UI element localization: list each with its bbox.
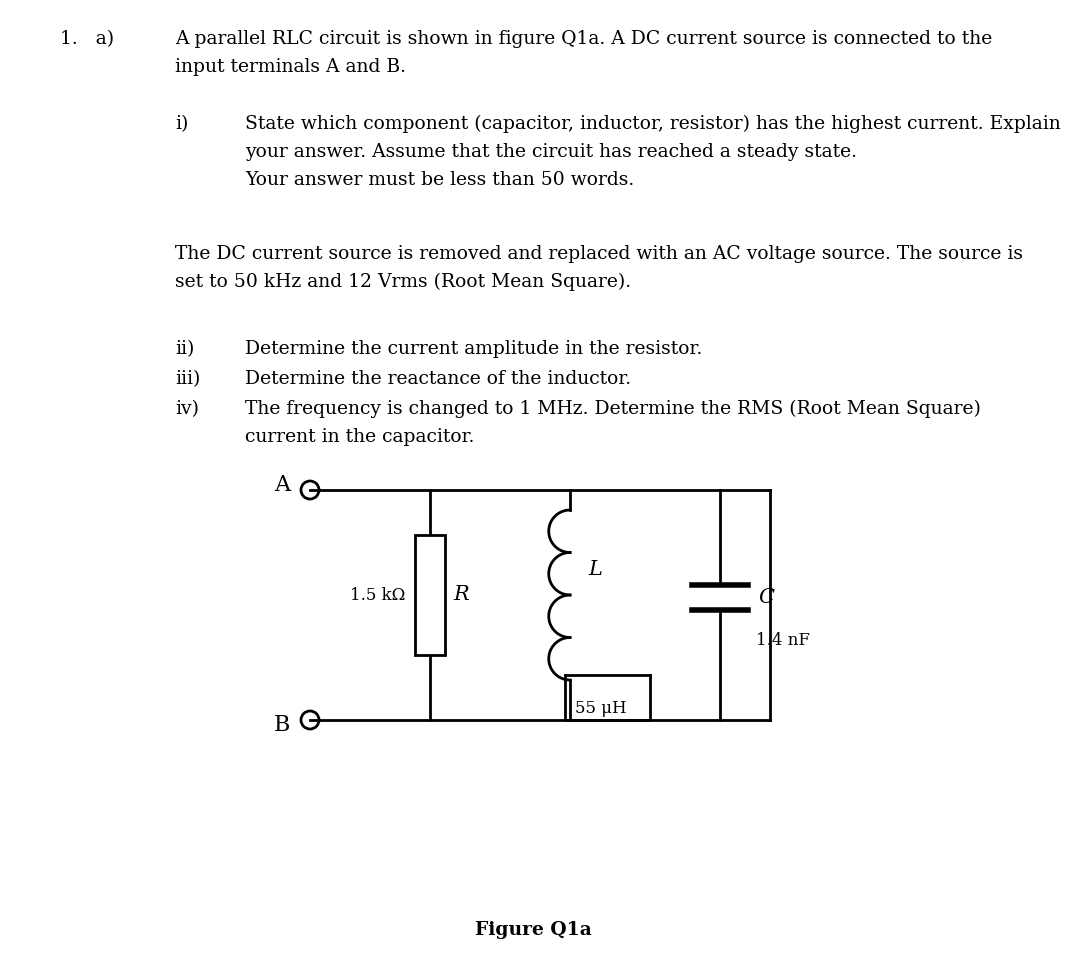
Text: iv): iv) (175, 400, 200, 418)
Text: current in the capacitor.: current in the capacitor. (245, 428, 475, 446)
Text: Determine the current amplitude in the resistor.: Determine the current amplitude in the r… (245, 340, 702, 358)
Text: The DC current source is removed and replaced with an AC voltage source. The sou: The DC current source is removed and rep… (175, 245, 1023, 263)
Text: Determine the reactance of the inductor.: Determine the reactance of the inductor. (245, 370, 631, 388)
Text: L: L (588, 560, 602, 579)
Text: 55 μH: 55 μH (575, 700, 626, 717)
Text: C: C (758, 588, 774, 607)
Text: Your answer must be less than 50 words.: Your answer must be less than 50 words. (245, 171, 634, 189)
Text: Figure Q1a: Figure Q1a (475, 921, 591, 939)
Text: A: A (274, 474, 290, 496)
Text: State which component (capacitor, inductor, resistor) has the highest current. E: State which component (capacitor, induct… (245, 115, 1061, 133)
Text: A parallel RLC circuit is shown in figure Q1a. A DC current source is connected : A parallel RLC circuit is shown in figur… (175, 30, 992, 48)
Text: The frequency is changed to 1 MHz. Determine the RMS (Root Mean Square): The frequency is changed to 1 MHz. Deter… (245, 400, 981, 418)
Text: your answer. Assume that the circuit has reached a steady state.: your answer. Assume that the circuit has… (245, 143, 857, 161)
Text: i): i) (175, 115, 189, 133)
Text: set to 50 kHz and 12 Vrms (Root Mean Square).: set to 50 kHz and 12 Vrms (Root Mean Squ… (175, 273, 631, 291)
Text: ii): ii) (175, 340, 194, 358)
Text: 1.   a): 1. a) (60, 30, 114, 48)
Text: 1.5 kΩ: 1.5 kΩ (350, 587, 405, 604)
Text: B: B (274, 714, 290, 736)
Text: 1.4 nF: 1.4 nF (757, 632, 810, 649)
Text: input terminals A and B.: input terminals A and B. (175, 58, 407, 76)
Bar (415, 535, 445, 655)
Text: R: R (453, 586, 468, 605)
Text: iii): iii) (175, 370, 201, 388)
